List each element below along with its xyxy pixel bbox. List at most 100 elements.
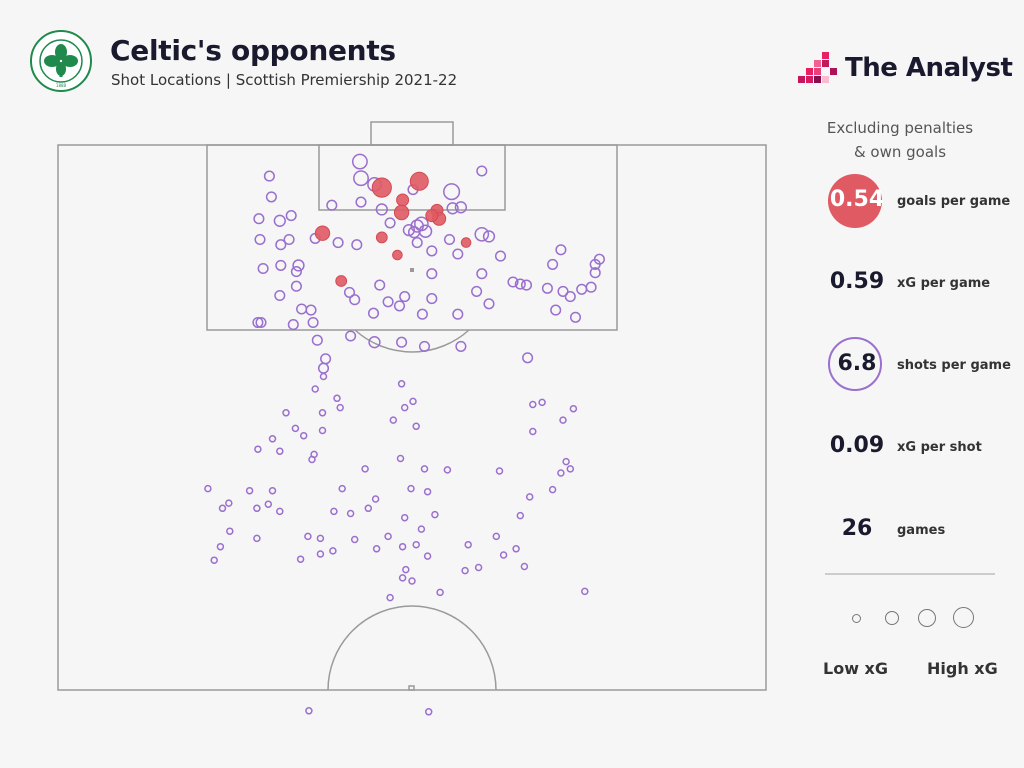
goal-marker — [393, 204, 410, 221]
shot-marker — [253, 534, 261, 543]
shot-marker — [418, 340, 431, 352]
shot-marker — [255, 316, 267, 329]
shot-marker — [452, 308, 464, 320]
shot-marker — [275, 259, 287, 271]
shot-marker — [538, 398, 546, 407]
shot-marker — [569, 404, 578, 413]
goal-marker — [314, 225, 331, 241]
shot-marker — [253, 213, 265, 225]
shot-marker — [408, 577, 416, 585]
shot-marker — [471, 285, 483, 297]
goal-marker — [335, 275, 348, 287]
shot-marker — [416, 308, 428, 320]
celtic-crest-logo: 1888 — [30, 30, 92, 92]
xg-per-game-label: xG per game — [897, 276, 991, 291]
shot-marker — [461, 566, 469, 575]
shot-marker — [566, 465, 575, 473]
shot-marker — [350, 535, 359, 544]
shot-marker — [464, 540, 472, 549]
shot-marker — [310, 450, 318, 459]
brand-name: The Analyst — [845, 53, 1013, 83]
penalty-arc — [354, 329, 470, 353]
shot-marker — [276, 447, 284, 455]
shot-marker — [273, 214, 286, 227]
shot-marker — [320, 353, 332, 365]
shot-marker — [423, 487, 432, 496]
shot-marker — [407, 484, 415, 493]
shot-marker — [557, 285, 569, 297]
goal-marker — [396, 193, 410, 207]
shot-marker — [555, 244, 567, 256]
shot-marker — [353, 170, 369, 187]
goal-frame — [370, 121, 454, 146]
shot-marker — [367, 307, 380, 319]
shot-marker — [254, 233, 266, 246]
centre-circle — [327, 605, 497, 691]
shot-marker — [319, 372, 328, 381]
shot-marker — [455, 340, 467, 352]
shot-marker — [512, 545, 520, 553]
shot-marker — [332, 237, 344, 249]
shot-marker — [426, 293, 438, 305]
shot-marker — [257, 262, 269, 275]
shot-marker — [343, 286, 356, 298]
shot-marker — [329, 547, 337, 555]
shot-marker — [210, 556, 218, 564]
legend-circle-s — [885, 611, 899, 625]
note-line-2: & own goals — [853, 143, 947, 161]
shot-marker — [431, 510, 439, 519]
shot-marker — [361, 465, 369, 473]
shot-marker — [516, 511, 525, 520]
shots-badge — [828, 337, 882, 391]
shot-marker — [290, 280, 302, 292]
games-label: games — [897, 523, 946, 538]
legend-high-label: High xG — [927, 659, 998, 678]
shot-marker — [426, 268, 438, 280]
shot-marker — [407, 226, 421, 239]
page-title: Celtic's opponents — [110, 34, 396, 67]
xg-per-game-value: 0.59 — [829, 269, 885, 294]
shot-marker — [382, 296, 394, 308]
shot-marker — [264, 500, 273, 508]
shot-marker — [589, 267, 601, 279]
legend-circle-l — [953, 607, 974, 628]
shot-marker — [482, 230, 496, 243]
shot-marker — [514, 278, 526, 290]
shot-marker — [226, 527, 234, 535]
shot-marker — [285, 210, 297, 222]
shot-marker — [296, 303, 308, 315]
shot-marker — [494, 250, 507, 262]
goals-badge — [828, 174, 882, 228]
shot-marker — [393, 300, 406, 312]
legend-circle-m — [918, 609, 936, 627]
shot-marker — [333, 394, 341, 403]
shots-layer — [204, 153, 605, 716]
shot-marker — [443, 183, 461, 201]
note-line-1: Excluding penalties — [826, 119, 974, 137]
shot-marker — [559, 416, 567, 424]
xg-per-shot-value: 0.09 — [829, 433, 885, 458]
the-analyst-logo-icon — [798, 52, 837, 83]
shot-marker — [225, 499, 233, 507]
shot-marker — [520, 562, 529, 571]
shot-marker — [263, 170, 275, 182]
legend-divider — [825, 573, 995, 575]
goal-marker — [409, 171, 429, 191]
shot-marker — [400, 513, 409, 522]
shot-marker — [384, 217, 396, 229]
shot-marker — [216, 542, 225, 551]
shot-marker — [402, 223, 416, 237]
shot-marker — [355, 196, 367, 208]
shot-marker — [386, 593, 394, 602]
games-value: 26 — [841, 516, 873, 541]
shot-marker — [364, 504, 373, 513]
shot-marker — [443, 466, 452, 474]
goal-marker — [425, 209, 439, 223]
shot-marker — [399, 291, 411, 303]
shot-marker — [420, 465, 429, 473]
shot-marker — [581, 587, 589, 596]
shot-marker — [265, 191, 277, 203]
shot-marker — [351, 153, 368, 170]
goal-marker — [460, 237, 472, 248]
shot-marker — [372, 545, 381, 553]
